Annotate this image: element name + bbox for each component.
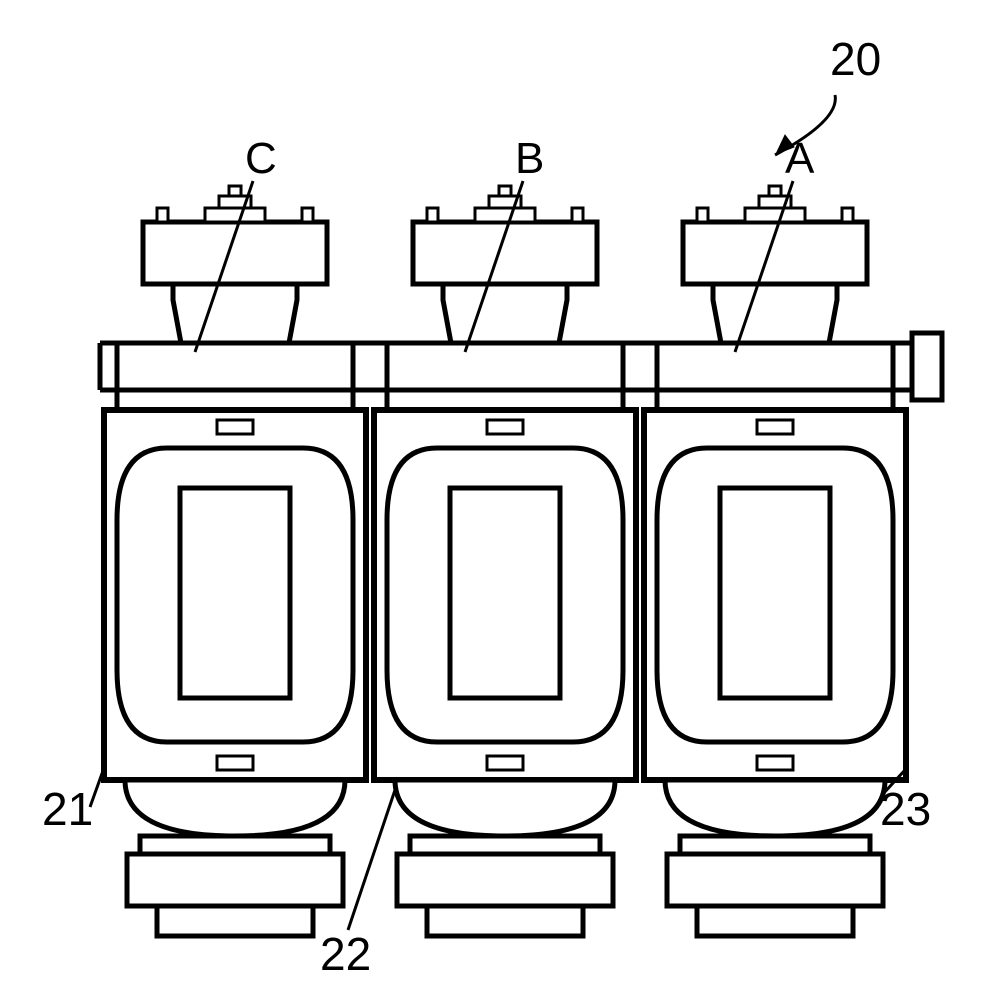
unit-right xyxy=(644,186,906,936)
svg-text:C: C xyxy=(245,134,277,183)
svg-text:B: B xyxy=(515,134,544,183)
svg-text:20: 20 xyxy=(830,33,881,85)
svg-text:A: A xyxy=(785,134,815,183)
unit-middle xyxy=(374,186,636,936)
unit-left xyxy=(104,186,366,936)
svg-text:22: 22 xyxy=(320,928,371,980)
svg-text:21: 21 xyxy=(42,783,93,835)
diagram-canvas: 20C21B22A23 xyxy=(0,0,982,1000)
